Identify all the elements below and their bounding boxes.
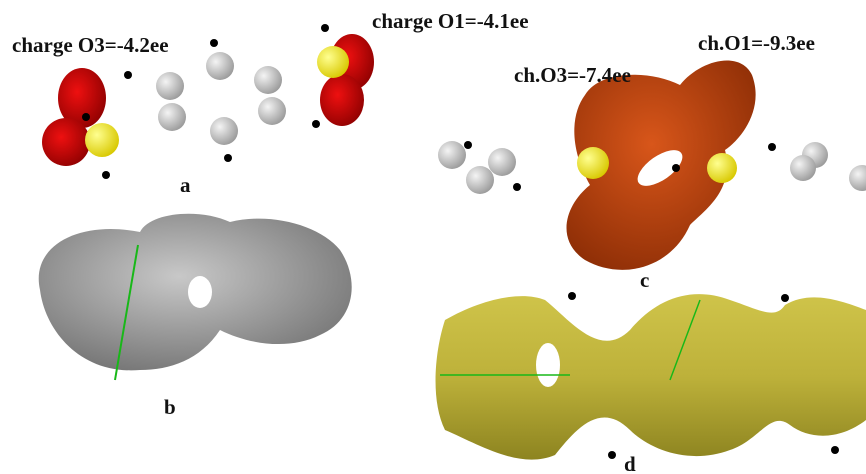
- atom: [707, 153, 737, 183]
- atom: [85, 123, 119, 157]
- atom: [568, 292, 576, 300]
- panel-c: [438, 61, 866, 270]
- panel-label: c: [640, 268, 649, 292]
- atom: [488, 148, 516, 176]
- atom: [768, 143, 776, 151]
- atom: [210, 117, 238, 145]
- atom: [831, 446, 839, 454]
- figure: charge O3=-4.2ee charge O1=-4.1ee a b ch…: [0, 0, 866, 474]
- annotation: ch.O3=-7.4ee: [514, 63, 631, 87]
- panel-d: [436, 292, 866, 460]
- atom: [156, 72, 184, 100]
- atom: [158, 103, 186, 131]
- atom: [206, 52, 234, 80]
- atom: [254, 66, 282, 94]
- atom: [608, 451, 616, 459]
- annotation: charge O3=-4.2ee: [12, 33, 169, 57]
- atom: [464, 141, 472, 149]
- atom: [790, 155, 816, 181]
- hole: [536, 343, 560, 387]
- isosurface: [436, 294, 866, 460]
- atom: [321, 24, 329, 32]
- atom: [124, 71, 132, 79]
- annotation: ch.O1=-9.3ee: [698, 31, 815, 55]
- lobe: [320, 74, 364, 126]
- atom: [513, 183, 521, 191]
- atom: [466, 166, 494, 194]
- atom: [672, 164, 680, 172]
- atom: [258, 97, 286, 125]
- atom: [849, 165, 866, 191]
- panel-b: [39, 214, 352, 380]
- atom: [438, 141, 466, 169]
- annotation: charge O1=-4.1ee: [372, 9, 529, 33]
- panel-label: b: [164, 395, 176, 419]
- atom: [577, 147, 609, 179]
- atom: [317, 46, 349, 78]
- atom: [781, 294, 789, 302]
- atom: [312, 120, 320, 128]
- atom: [82, 113, 90, 121]
- lobe: [42, 118, 90, 166]
- panel-label: d: [624, 452, 636, 474]
- atom: [210, 39, 218, 47]
- hole: [188, 276, 212, 308]
- panel-label: a: [180, 173, 191, 197]
- atom: [102, 171, 110, 179]
- atom: [224, 154, 232, 162]
